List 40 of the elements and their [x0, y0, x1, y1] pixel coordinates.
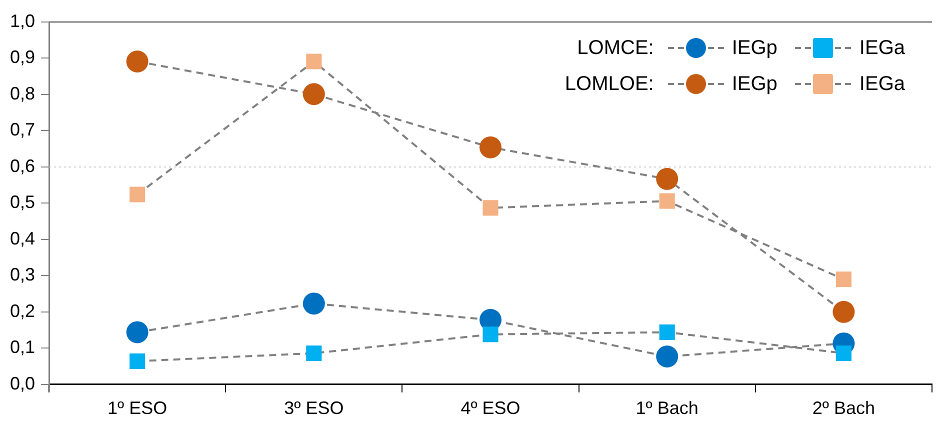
- y-tick-label: 0,3: [10, 264, 36, 285]
- y-tick-label: 0,1: [10, 337, 36, 358]
- point: [302, 292, 325, 315]
- x-tick-label: 4º ESO: [460, 398, 520, 418]
- point: [659, 193, 675, 209]
- y-tick-label: 0,9: [10, 47, 36, 68]
- legend-label: IEGp: [732, 72, 778, 96]
- point: [832, 300, 855, 323]
- annotation: LOMCE:: [577, 36, 654, 60]
- point: [130, 186, 146, 202]
- point: [130, 353, 146, 369]
- point: [836, 345, 852, 362]
- point: [306, 345, 322, 362]
- point: [482, 200, 498, 216]
- x-tick-label: 3º ESO: [284, 398, 344, 418]
- y-tick-label: 0,0: [10, 373, 36, 394]
- point: [480, 136, 502, 158]
- point: [302, 83, 325, 106]
- y-tick-label: 0,7: [10, 120, 36, 140]
- point: [306, 54, 322, 70]
- point: [836, 272, 852, 288]
- point: [126, 50, 148, 72]
- point: [482, 326, 498, 342]
- point: [656, 168, 678, 190]
- x-tick-label: 2º Bach: [812, 398, 876, 418]
- legend-label: IEGp: [732, 36, 778, 60]
- y-tick-label: 0,8: [10, 83, 36, 104]
- y-tick-label: 0,4: [10, 228, 36, 248]
- x-tick-label: 1º Bach: [636, 398, 698, 418]
- y-tick-label: 0,2: [10, 300, 36, 321]
- x-tick-label: 1º ESO: [108, 398, 168, 418]
- legend-label: IEGa: [859, 72, 905, 96]
- y-tick-label: 0,5: [10, 192, 36, 212]
- point: [659, 324, 675, 340]
- annotation: LOMLOE:: [564, 72, 654, 96]
- point: [656, 345, 678, 368]
- point: [126, 321, 148, 344]
- y-tick-label: 0,6: [10, 156, 36, 176]
- legend-label: IEGa: [859, 36, 905, 60]
- y-tick-label: 1,0: [10, 10, 36, 31]
